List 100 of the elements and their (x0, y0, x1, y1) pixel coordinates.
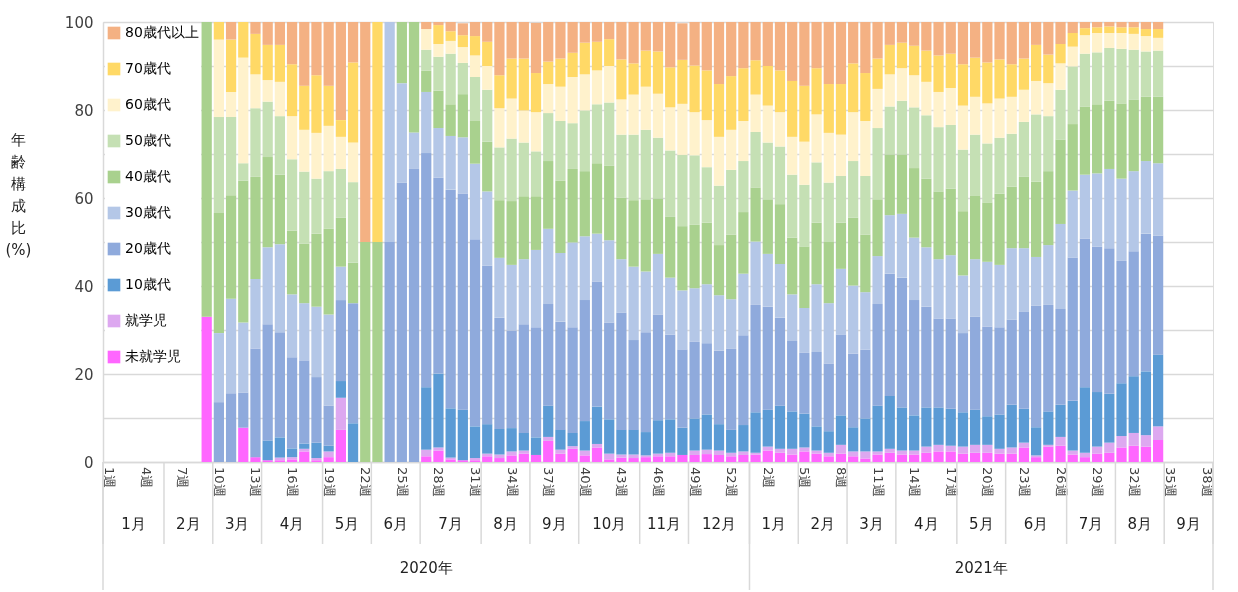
bar (921, 50, 932, 82)
bar (347, 22, 359, 63)
bar (530, 249, 542, 328)
bar (311, 306, 322, 378)
legend-label: 40歳代 (125, 168, 171, 184)
bar (311, 442, 322, 459)
bar (823, 456, 834, 462)
bar (274, 174, 285, 245)
bar (994, 327, 1005, 415)
bar (713, 295, 725, 351)
bar (799, 22, 810, 86)
bar (1055, 308, 1066, 405)
bar (604, 102, 615, 166)
bar (311, 178, 322, 234)
bar (848, 161, 859, 218)
bar (799, 141, 810, 185)
bar (872, 256, 883, 305)
bar (1140, 233, 1152, 372)
bar (591, 70, 603, 105)
bar (640, 22, 651, 51)
bar (762, 450, 773, 462)
bar (823, 363, 834, 432)
bar (652, 93, 664, 138)
bar (1092, 453, 1103, 462)
bar (286, 448, 298, 458)
bar (201, 22, 212, 317)
bar (884, 215, 895, 274)
bar (1152, 163, 1164, 236)
bar (799, 451, 810, 462)
bar (506, 138, 517, 202)
bar (774, 112, 786, 147)
bar (982, 62, 993, 104)
bar (1018, 248, 1030, 312)
x-tick-label: 40週 (577, 467, 593, 497)
text: 7月 (1078, 515, 1104, 533)
bar (774, 204, 786, 264)
bar (591, 41, 603, 71)
legend-label: 20歳代 (125, 240, 171, 256)
bar (1079, 35, 1091, 54)
bar (347, 142, 359, 183)
bar (1043, 411, 1054, 445)
bar (945, 255, 956, 319)
bar (1152, 29, 1164, 38)
bar (530, 112, 542, 152)
bar (1079, 457, 1091, 462)
bar (1031, 305, 1042, 428)
bar (1092, 173, 1103, 247)
bar (860, 418, 871, 452)
bar (1043, 304, 1054, 412)
bar (835, 222, 847, 269)
bar (469, 239, 481, 427)
bar (1104, 442, 1115, 453)
bar (1067, 190, 1078, 258)
bar (921, 247, 932, 307)
bar (799, 308, 810, 353)
bar (262, 247, 273, 325)
bar (957, 22, 969, 65)
x-tick-label: 8週 (833, 467, 849, 489)
bar (994, 448, 1005, 454)
bar (469, 36, 481, 56)
bar (1092, 27, 1103, 33)
bar (360, 22, 371, 242)
bar (262, 44, 273, 81)
y-tick-label: 20 (74, 365, 94, 384)
bar (311, 132, 322, 179)
bar (1043, 22, 1054, 55)
bar (774, 22, 786, 71)
bar (701, 454, 712, 462)
x-tick-label: 25週 (394, 467, 410, 497)
bar (860, 451, 871, 459)
bar (726, 22, 737, 77)
bar (1006, 453, 1017, 462)
bar (896, 277, 908, 408)
bar (774, 452, 786, 462)
legend-label: 10歳代 (125, 276, 171, 292)
bar (957, 333, 969, 413)
bar (238, 180, 249, 323)
bar (640, 50, 651, 87)
bar (335, 217, 346, 267)
bar (445, 189, 456, 409)
bar (811, 162, 822, 223)
bar (1140, 96, 1152, 162)
bar (1092, 52, 1103, 105)
bar (957, 211, 969, 276)
bar (518, 432, 529, 451)
bar (506, 451, 517, 456)
bar (335, 381, 346, 398)
bar (909, 22, 920, 46)
bar (445, 135, 456, 190)
bar (872, 22, 883, 59)
bar (860, 292, 871, 350)
bar (1018, 121, 1030, 177)
bar (335, 22, 346, 121)
bar (591, 104, 603, 164)
bar (543, 61, 554, 85)
bar (774, 70, 786, 113)
bar (1006, 404, 1017, 448)
bar (909, 300, 920, 416)
bar (909, 237, 920, 301)
bar (506, 58, 517, 99)
